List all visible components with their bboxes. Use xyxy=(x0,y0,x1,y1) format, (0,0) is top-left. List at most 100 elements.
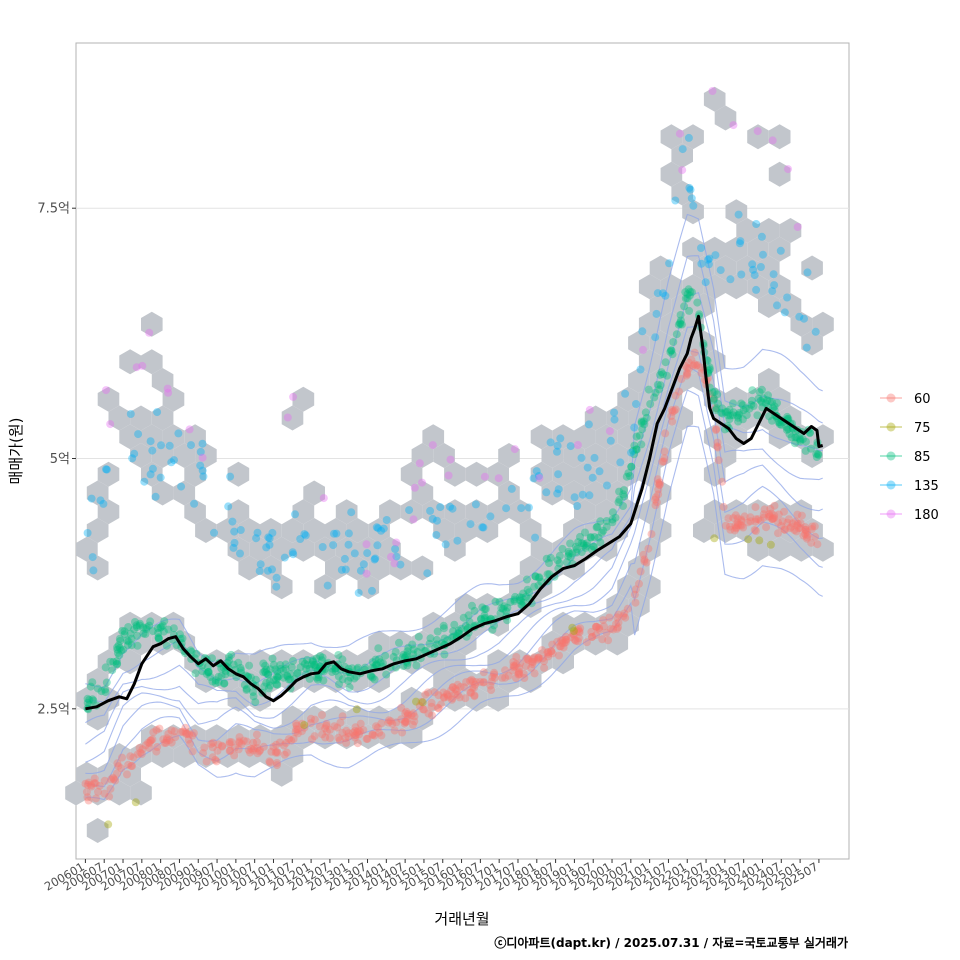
hexbin-cell xyxy=(86,818,109,843)
point-135 xyxy=(686,185,695,194)
point-60 xyxy=(692,361,701,370)
point-85 xyxy=(768,416,776,425)
point-135 xyxy=(689,201,698,210)
point-135 xyxy=(102,465,110,474)
hexbin-cell xyxy=(173,443,196,468)
point-60 xyxy=(635,579,643,588)
point-85 xyxy=(782,423,791,432)
point-135 xyxy=(318,543,327,551)
point-60 xyxy=(239,736,248,745)
point-85 xyxy=(135,621,144,630)
point-60 xyxy=(719,502,728,511)
point-85 xyxy=(312,673,321,682)
point-85 xyxy=(440,624,448,633)
point-85 xyxy=(564,547,573,556)
hexbin-cell xyxy=(563,480,585,506)
point-85 xyxy=(656,381,665,390)
point-85 xyxy=(599,526,608,535)
point-60 xyxy=(321,733,330,742)
hexbin-cell xyxy=(368,518,390,543)
hexbin-cell xyxy=(76,536,98,562)
point-135 xyxy=(198,439,207,448)
point-60 xyxy=(621,613,630,622)
median-line-layer xyxy=(85,314,824,711)
point-60 xyxy=(570,635,579,644)
point-60 xyxy=(336,718,345,727)
point-60 xyxy=(86,781,95,789)
point-60 xyxy=(447,686,455,695)
point-85 xyxy=(672,330,681,339)
point-180 xyxy=(418,478,426,487)
point-135 xyxy=(752,285,761,294)
point-60 xyxy=(164,730,173,738)
point-85 xyxy=(503,603,512,612)
point-85 xyxy=(260,682,269,691)
point-85 xyxy=(543,570,552,579)
point-60 xyxy=(510,662,519,671)
point-85 xyxy=(242,685,251,694)
point-85 xyxy=(269,676,278,685)
point-135 xyxy=(627,448,636,457)
point-85 xyxy=(608,508,617,517)
point-85 xyxy=(685,306,694,315)
point-60 xyxy=(306,719,315,728)
point-85 xyxy=(133,641,142,650)
point-85 xyxy=(666,347,675,356)
point-85 xyxy=(747,400,756,409)
point-60 xyxy=(466,688,475,697)
point-180 xyxy=(102,386,110,395)
point-60 xyxy=(655,480,664,489)
point-85 xyxy=(791,433,800,442)
point-60 xyxy=(129,753,138,762)
point-85 xyxy=(742,411,751,420)
point-60 xyxy=(592,630,600,639)
point-60 xyxy=(100,789,109,798)
point-85 xyxy=(101,663,110,672)
point-85 xyxy=(728,411,737,420)
point-60 xyxy=(736,521,745,529)
point-60 xyxy=(410,712,419,721)
point-60 xyxy=(292,719,301,728)
point-135 xyxy=(734,210,743,219)
hexbin-cell xyxy=(433,668,455,693)
point-60 xyxy=(811,532,820,541)
point-85 xyxy=(272,680,281,689)
point-60 xyxy=(267,747,276,756)
point-60 xyxy=(297,727,306,736)
point-85 xyxy=(589,542,598,551)
point-85 xyxy=(531,572,540,581)
point-60 xyxy=(527,663,536,672)
point-85 xyxy=(101,688,110,697)
point-85 xyxy=(83,698,92,707)
point-135 xyxy=(630,423,639,432)
point-85 xyxy=(409,645,418,654)
point-60 xyxy=(522,654,531,663)
point-135 xyxy=(146,470,155,479)
hexbin-cell xyxy=(184,499,206,525)
point-60 xyxy=(732,524,741,533)
point-85 xyxy=(97,687,106,696)
point-60 xyxy=(370,731,379,740)
point-85 xyxy=(495,597,504,606)
point-60 xyxy=(636,567,645,576)
point-60 xyxy=(189,729,198,738)
point-60 xyxy=(689,361,698,370)
point-85 xyxy=(131,618,139,626)
hexbin-cell xyxy=(260,668,282,693)
point-85 xyxy=(511,592,520,601)
point-85 xyxy=(317,656,326,665)
point-135 xyxy=(441,540,450,549)
point-60 xyxy=(595,625,604,634)
point-135 xyxy=(170,456,178,465)
point-85 xyxy=(574,538,583,547)
point-135 xyxy=(263,566,272,575)
hexbin-cell xyxy=(454,593,477,618)
point-60 xyxy=(651,493,660,502)
point-85 xyxy=(157,622,166,631)
point-85 xyxy=(615,487,624,496)
point-60 xyxy=(523,654,532,663)
point-60 xyxy=(671,405,680,414)
point-135 xyxy=(546,438,555,447)
hexbin-cell xyxy=(606,630,629,656)
hexbin-cell xyxy=(660,349,683,375)
